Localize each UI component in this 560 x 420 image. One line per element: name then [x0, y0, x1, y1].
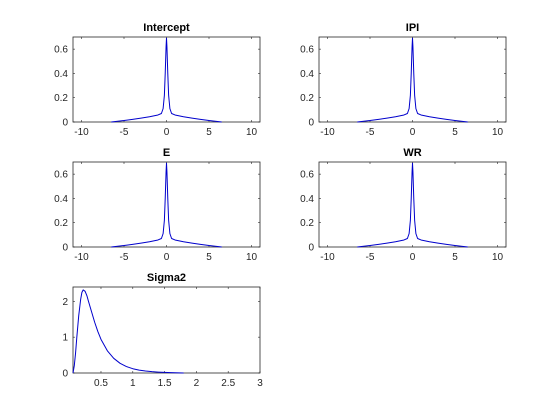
axes-frame [318, 161, 507, 248]
y-tick-label: 0.6 [54, 170, 68, 181]
y-tick-label: 0.4 [300, 194, 314, 205]
x-tick-label: 10 [246, 127, 258, 138]
x-tick-label: 5 [452, 127, 458, 138]
series-line [357, 162, 468, 248]
x-tick-label: 3 [257, 378, 263, 389]
x-tick-label: 2 [194, 378, 200, 389]
x-tick-label: 5 [206, 252, 212, 263]
y-tick-label: 0.6 [300, 45, 314, 56]
y-tick-label: 1 [62, 333, 68, 344]
y-tick-label: 2 [62, 297, 68, 308]
x-tick-label: 10 [492, 252, 504, 263]
subplot-intercept: -10 -5 0 5 10 0 0.2 0.4 0.6 Intercept [54, 22, 261, 138]
subplot-sigma2: 0.5 1 1.5 2 2.5 3 0 1 2 Sigma2 [62, 272, 263, 389]
y-tick-label: 0 [62, 118, 68, 129]
x-tick-label: 10 [246, 252, 258, 263]
x-tick-label: 2.5 [221, 378, 235, 389]
axes-frame [72, 161, 261, 248]
y-tick-label: 0.6 [300, 170, 314, 181]
series-line [357, 37, 468, 123]
y-tick-label: 0 [308, 243, 314, 254]
y-tick-label: 0.6 [54, 45, 68, 56]
series-line [72, 289, 184, 374]
x-tick-label: 1 [130, 378, 136, 389]
x-tick-label: 0 [164, 127, 170, 138]
x-tick-label: -10 [74, 127, 89, 138]
y-tick-label: 0.2 [54, 218, 68, 229]
subplot-title: E [163, 147, 170, 159]
y-tick-label: 0 [62, 243, 68, 254]
x-tick-label: -5 [120, 252, 129, 263]
x-tick-label: -5 [366, 252, 375, 263]
y-tick-label: 0.2 [54, 93, 68, 104]
series-line [111, 37, 222, 123]
y-tick-label: 0 [62, 369, 68, 380]
x-tick-label: 5 [206, 127, 212, 138]
subplot-ipi: -10 -5 0 5 10 0 0.2 0.4 0.6 IPI [300, 22, 507, 138]
axes-frame [318, 36, 507, 123]
y-tick-label: 0.4 [54, 69, 68, 80]
x-tick-label: 5 [452, 252, 458, 263]
x-tick-label: -10 [320, 127, 335, 138]
x-tick-label: 0 [410, 252, 416, 263]
y-tick-label: 0.2 [300, 218, 314, 229]
axes-frame [72, 286, 261, 374]
x-tick-label: 0.5 [94, 378, 108, 389]
subplot-title: Sigma2 [147, 272, 186, 284]
axes-frame [72, 36, 261, 123]
x-tick-label: 0 [164, 252, 170, 263]
subplot-wr: -10 -5 0 5 10 0 0.2 0.4 0.6 WR [300, 147, 507, 263]
subplot-title: Intercept [143, 22, 190, 34]
subplot-title: WR [403, 147, 421, 159]
subplot-e: -10 -5 0 5 10 0 0.2 0.4 0.6 E [54, 147, 261, 263]
y-tick-label: 0.2 [300, 93, 314, 104]
series-line [111, 162, 222, 248]
x-tick-label: -10 [320, 252, 335, 263]
y-tick-label: 0.4 [54, 194, 68, 205]
subplot-title: IPI [406, 22, 419, 34]
y-tick-label: 0.4 [300, 69, 314, 80]
x-tick-label: -10 [74, 252, 89, 263]
x-tick-label: 0 [410, 127, 416, 138]
x-tick-label: -5 [366, 127, 375, 138]
x-tick-label: 1.5 [158, 378, 172, 389]
y-tick-label: 0 [308, 118, 314, 129]
x-tick-label: -5 [120, 127, 129, 138]
x-tick-label: 10 [492, 127, 504, 138]
